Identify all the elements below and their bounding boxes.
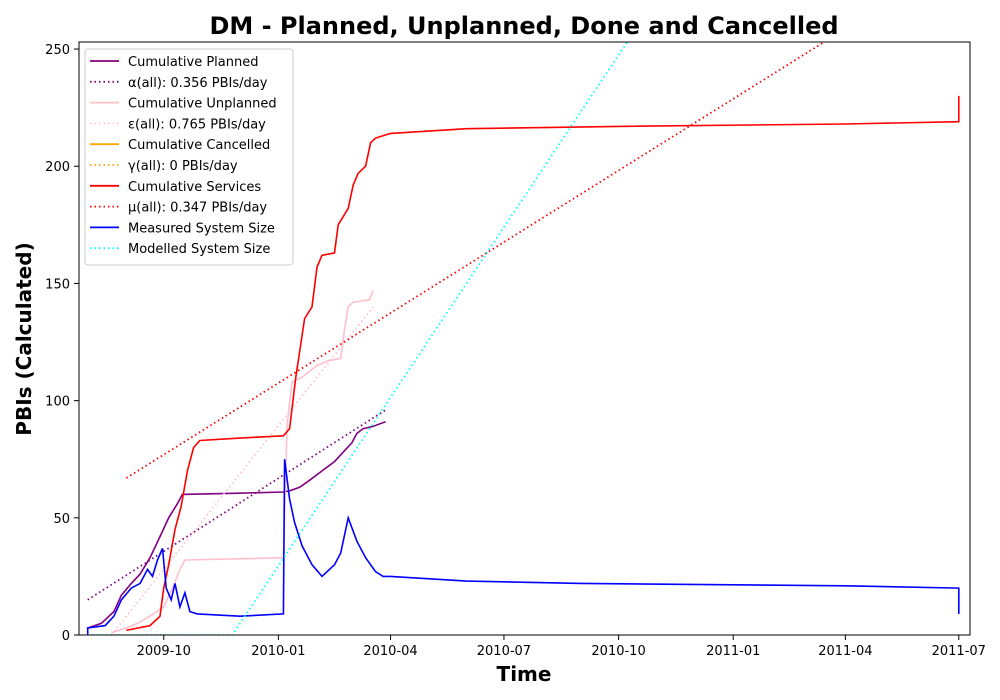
legend-label: α(all): 0.356 PBIs/day	[128, 76, 268, 91]
series-layer	[86, 42, 960, 635]
legend-label: Cumulative Planned	[128, 55, 258, 70]
chart-title: DM - Planned, Unplanned, Done and Cancel…	[209, 12, 838, 40]
x-tick-label: 2009-10	[137, 644, 191, 659]
series-line-cumulative-unplanned	[111, 290, 374, 634]
y-tick-label: 250	[45, 43, 70, 58]
series-line-measured-system-size	[86, 459, 960, 635]
series-line-cumulative-planned	[87, 420, 386, 629]
legend-label: γ(all): 0 PBIs/day	[128, 159, 238, 174]
y-tick-label: 0	[62, 629, 70, 644]
y-tick-label: 200	[45, 160, 70, 175]
legend-label: μ(all): 0.347 PBIs/day	[128, 201, 267, 216]
series-line-cumulative-services	[126, 95, 960, 632]
x-tick-label: 2011-04	[818, 644, 872, 659]
legend-label: Modelled System Size	[128, 242, 270, 257]
x-tick-label: 2010-07	[477, 644, 531, 659]
x-tick-label: 2010-01	[251, 644, 305, 659]
x-tick-label: 2010-10	[591, 644, 645, 659]
legend-label: Cumulative Cancelled	[128, 138, 270, 153]
legend-label: Cumulative Unplanned	[128, 97, 277, 112]
legend-box	[84, 48, 294, 266]
y-axis-label: PBIs (Calculated)	[12, 242, 36, 435]
y-tick-label: 150	[45, 277, 70, 292]
x-tick-label: 2011-01	[706, 644, 760, 659]
series-line-all-0-356-pbis-day	[87, 409, 387, 601]
legend-label: Cumulative Services	[128, 180, 261, 195]
y-tick-label: 100	[45, 395, 70, 410]
legend: Cumulative Planned α(all): 0.356 PBIs/day…	[84, 48, 294, 266]
x-axis: 2009-10 2010-01 2010-04 2010-07 2010-10 2011-…	[137, 635, 986, 659]
x-axis-label: Time	[497, 662, 552, 686]
plot-frame	[78, 41, 971, 636]
legend-label: ε(all): 0.765 PBIs/day	[128, 117, 266, 132]
x-tick-label: 2011-07	[932, 644, 986, 659]
y-tick-label: 50	[53, 512, 70, 527]
x-tick-label: 2010-04	[363, 644, 417, 659]
legend-label: Measured System Size	[128, 221, 275, 236]
y-axis: 0 50 100 150 200 250	[45, 43, 79, 644]
